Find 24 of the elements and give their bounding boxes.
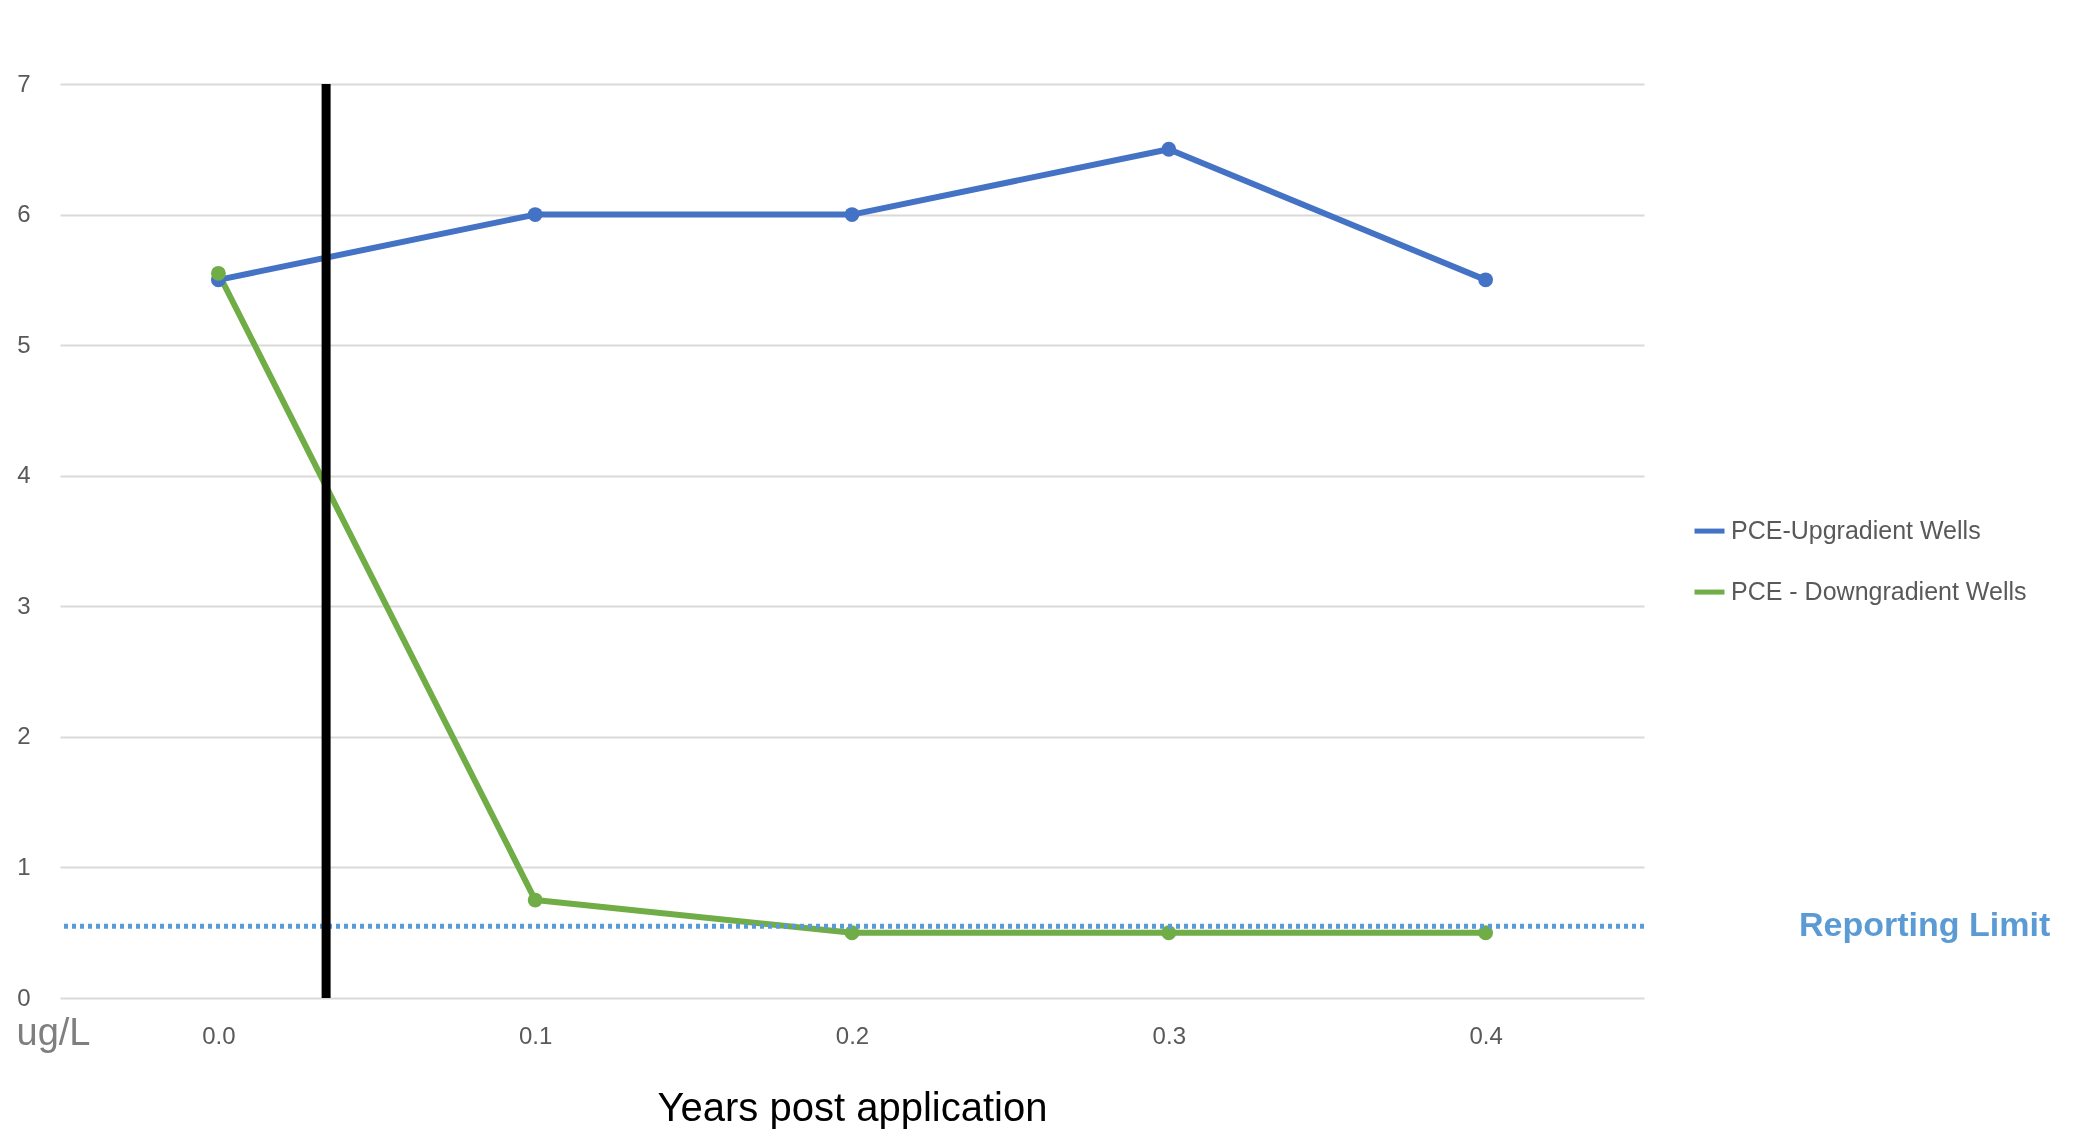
x-tick-label: 0.3 [1152, 1021, 1186, 1049]
y-tick-label: 0 [17, 983, 31, 1011]
y-tick-label: 2 [17, 722, 31, 750]
point [1478, 272, 1494, 288]
x-axis-title: Years post application [657, 1084, 1048, 1129]
legend-label: PCE - Downgradient Wells [1731, 577, 2027, 606]
y-tick-label: 6 [17, 200, 31, 228]
point [1161, 141, 1177, 157]
x-tick-label: 0.0 [202, 1021, 236, 1049]
point [527, 207, 543, 222]
legend-label: PCE-Upgradient Wells [1731, 516, 1981, 545]
point [844, 207, 860, 222]
y-tick-label: 1 [17, 852, 31, 880]
x-tick-label: 0.4 [1469, 1021, 1503, 1049]
ref-line-label: Reporting Limit [1799, 905, 2051, 944]
y-tick-label: 3 [17, 591, 31, 619]
y-tick-label: 7 [17, 69, 31, 97]
point [527, 892, 543, 908]
y-tick-label: 4 [17, 461, 31, 489]
x-tick-label: 0.2 [835, 1021, 870, 1049]
y-tick-label: 5 [17, 330, 31, 358]
x-tick-label: 0.1 [519, 1021, 553, 1049]
y-axis-title: ug/L [16, 1010, 91, 1053]
point [210, 265, 226, 281]
